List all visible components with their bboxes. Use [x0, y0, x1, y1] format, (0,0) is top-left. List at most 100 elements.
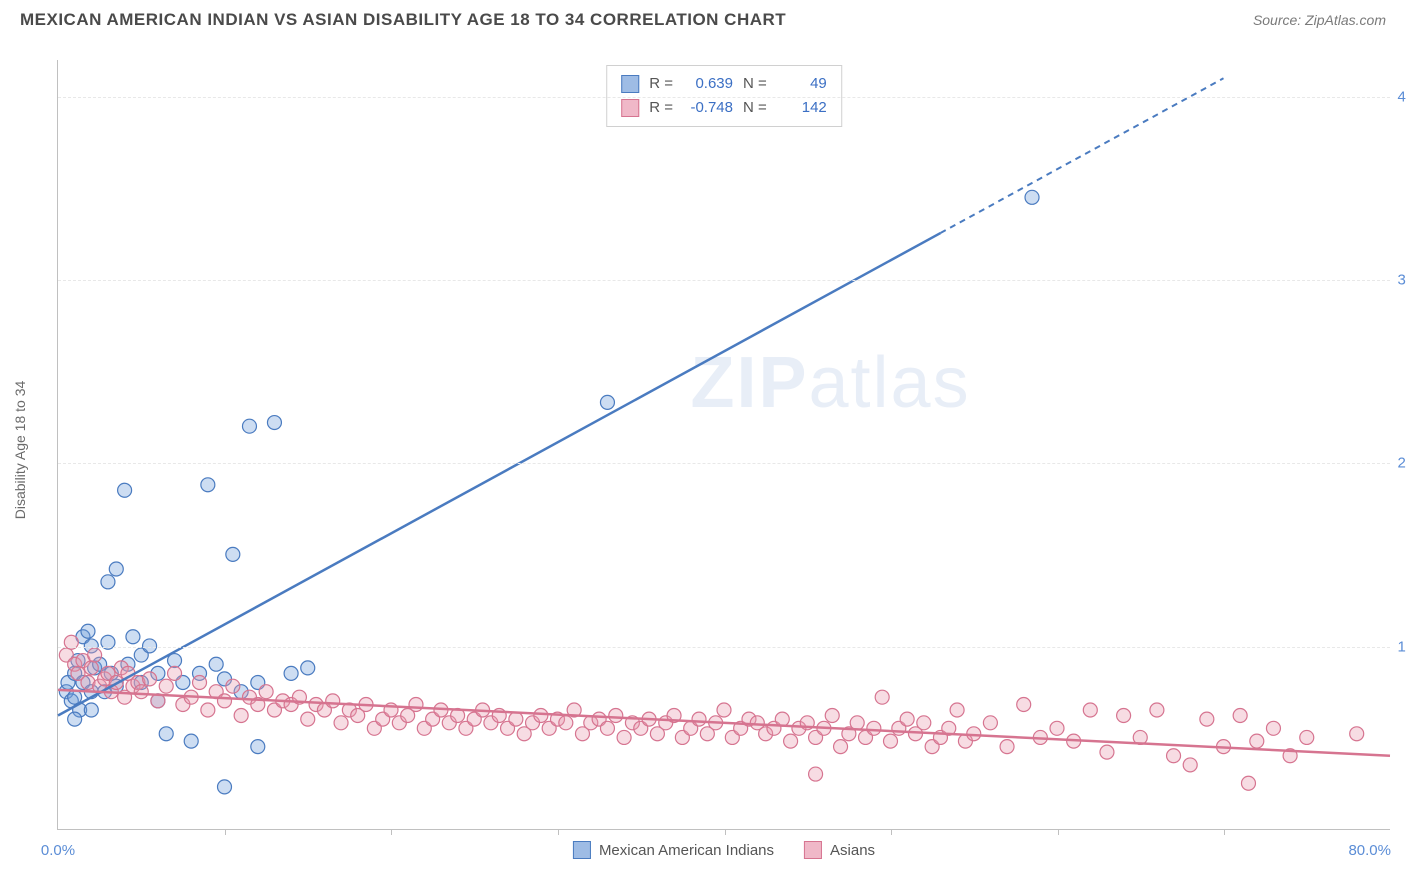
x-tick-mark: [725, 829, 726, 835]
data-point: [850, 716, 864, 730]
data-point: [950, 703, 964, 717]
data-point: [1000, 740, 1014, 754]
data-point: [159, 727, 173, 741]
data-point: [509, 712, 523, 726]
data-point: [617, 730, 631, 744]
data-point: [81, 624, 95, 638]
data-point: [1083, 703, 1097, 717]
x-tick-label: 80.0%: [1348, 842, 1391, 859]
data-point: [609, 708, 623, 722]
data-point: [559, 716, 573, 730]
data-point: [1350, 727, 1364, 741]
data-point: [251, 740, 265, 754]
data-point: [600, 395, 614, 409]
data-point: [68, 690, 82, 704]
x-tick-mark: [1224, 829, 1225, 835]
data-point: [226, 547, 240, 561]
data-point: [1183, 758, 1197, 772]
data-point: [1017, 698, 1031, 712]
data-point: [84, 661, 98, 675]
data-point: [109, 562, 123, 576]
data-point: [168, 666, 182, 680]
data-point: [234, 708, 248, 722]
y-axis-label: Disability Age 18 to 34: [12, 381, 28, 520]
legend-item-1: Asians: [804, 841, 875, 859]
n-value-1: 142: [777, 96, 827, 120]
data-point: [134, 685, 148, 699]
data-point: [1300, 730, 1314, 744]
y-tick-label: 40.0%: [1397, 88, 1406, 105]
data-point: [201, 703, 215, 717]
data-point: [242, 419, 256, 433]
data-point: [201, 478, 215, 492]
data-point: [184, 734, 198, 748]
x-tick-mark: [391, 829, 392, 835]
data-point: [159, 679, 173, 693]
data-point: [1025, 190, 1039, 204]
data-point: [1150, 703, 1164, 717]
stats-row-series-1: R = -0.748 N = 142: [621, 96, 827, 120]
data-point: [284, 666, 298, 680]
data-point: [834, 740, 848, 754]
data-point: [1100, 745, 1114, 759]
plot-svg: [58, 60, 1390, 829]
header: MEXICAN AMERICAN INDIAN VS ASIAN DISABIL…: [0, 0, 1406, 35]
data-point: [209, 657, 223, 671]
data-point: [226, 679, 240, 693]
data-point: [301, 712, 315, 726]
data-point: [301, 661, 315, 675]
data-point: [1200, 712, 1214, 726]
data-point: [809, 767, 823, 781]
data-point: [218, 780, 232, 794]
data-point: [1117, 708, 1131, 722]
data-point: [917, 716, 931, 730]
data-point: [1241, 776, 1255, 790]
y-tick-label: 30.0%: [1397, 272, 1406, 289]
gridline: [58, 97, 1390, 98]
gridline: [58, 463, 1390, 464]
n-value-0: 49: [777, 72, 827, 96]
data-point: [1266, 721, 1280, 735]
legend-swatch-0: [573, 841, 591, 859]
data-point: [143, 672, 157, 686]
swatch-series-0: [621, 75, 639, 93]
legend-item-0: Mexican American Indians: [573, 841, 774, 859]
data-point: [88, 648, 102, 662]
trendline-extrapolated: [940, 78, 1223, 233]
data-point: [409, 698, 423, 712]
data-point: [118, 483, 132, 497]
data-point: [1233, 708, 1247, 722]
legend-label-1: Asians: [830, 842, 875, 859]
data-point: [717, 703, 731, 717]
x-tick-label: 0.0%: [41, 842, 75, 859]
data-point: [1050, 721, 1064, 735]
data-point: [983, 716, 997, 730]
data-point: [534, 708, 548, 722]
data-point: [126, 630, 140, 644]
plot-area: ZIPatlas R = 0.639 N = 49 R = -0.748 N =…: [57, 60, 1390, 830]
legend-label-0: Mexican American Indians: [599, 842, 774, 859]
data-point: [775, 712, 789, 726]
data-point: [101, 575, 115, 589]
gridline: [58, 647, 1390, 648]
data-point: [867, 721, 881, 735]
x-tick-mark: [225, 829, 226, 835]
data-point: [1167, 749, 1181, 763]
data-point: [267, 416, 281, 430]
x-tick-mark: [558, 829, 559, 835]
data-point: [334, 716, 348, 730]
y-tick-label: 20.0%: [1397, 455, 1406, 472]
stats-row-series-0: R = 0.639 N = 49: [621, 72, 827, 96]
chart-container: Disability Age 18 to 34 ZIPatlas R = 0.6…: [50, 60, 1390, 840]
x-tick-mark: [1058, 829, 1059, 835]
data-point: [825, 708, 839, 722]
data-point: [1250, 734, 1264, 748]
r-value-0: 0.639: [683, 72, 733, 96]
data-point: [84, 703, 98, 717]
chart-title: MEXICAN AMERICAN INDIAN VS ASIAN DISABIL…: [20, 10, 786, 30]
trendline: [58, 233, 940, 715]
data-point: [326, 694, 340, 708]
data-point: [900, 712, 914, 726]
r-value-1: -0.748: [683, 96, 733, 120]
legend-swatch-1: [804, 841, 822, 859]
